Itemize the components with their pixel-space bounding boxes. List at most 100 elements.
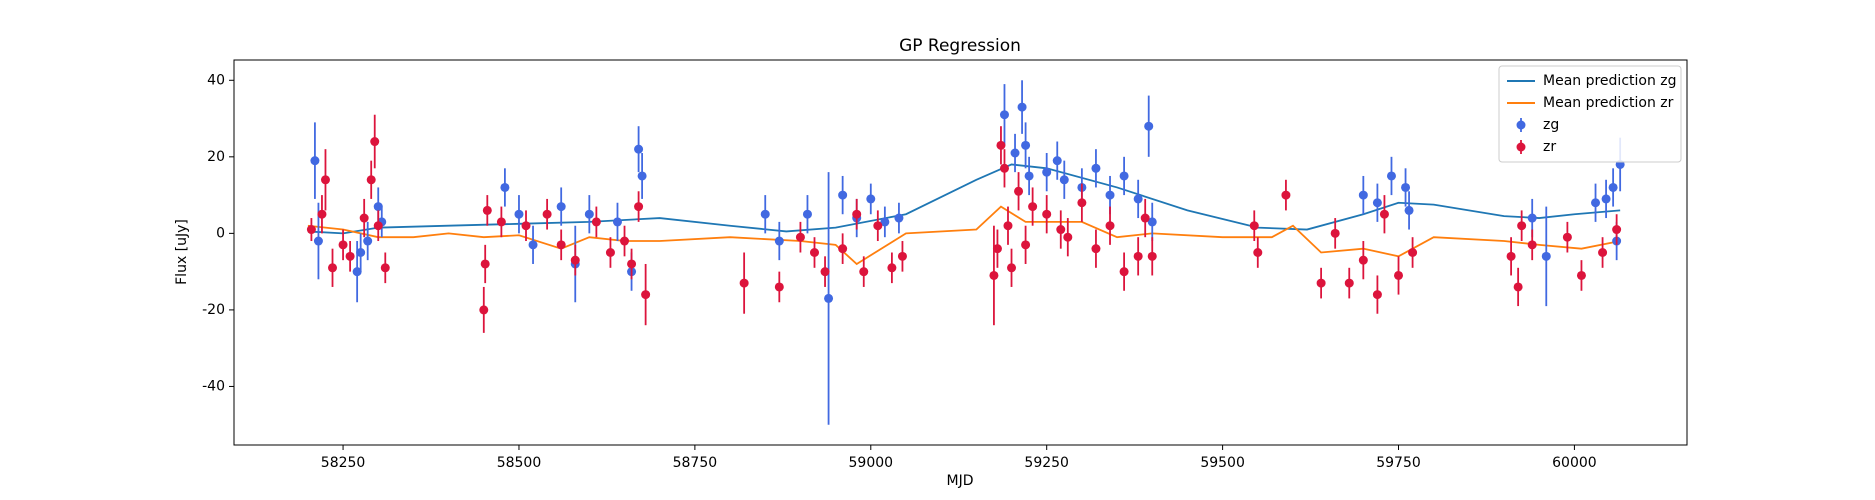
point — [1562, 232, 1572, 242]
point — [1591, 198, 1601, 208]
x-tick-label: 59750 — [1376, 455, 1421, 471]
x-tick-label: 58750 — [673, 455, 718, 471]
point — [370, 137, 380, 147]
point — [1404, 205, 1414, 215]
point — [992, 244, 1002, 254]
point — [373, 221, 383, 231]
point — [824, 293, 834, 303]
point — [1517, 221, 1527, 231]
point — [1091, 163, 1101, 173]
point — [866, 194, 876, 204]
point — [1608, 182, 1618, 192]
point — [634, 202, 644, 212]
point — [496, 217, 506, 227]
point — [1249, 221, 1259, 231]
point — [1119, 171, 1129, 181]
y-axis-label: Flux [uJy] — [174, 219, 190, 285]
point — [1316, 278, 1326, 288]
point — [1253, 248, 1263, 257]
point — [1527, 213, 1537, 223]
point — [1024, 171, 1034, 181]
point — [556, 240, 566, 250]
point — [320, 175, 330, 185]
y-tick-label: 0 — [216, 225, 225, 241]
point — [479, 305, 489, 315]
point — [838, 244, 848, 254]
point — [1028, 202, 1038, 212]
point — [894, 213, 904, 223]
point — [880, 217, 890, 227]
point — [809, 248, 819, 257]
point — [1105, 221, 1115, 231]
point — [1133, 251, 1143, 261]
point — [795, 232, 805, 242]
point — [380, 263, 390, 273]
point — [1408, 248, 1418, 257]
point — [739, 278, 749, 288]
point — [570, 255, 580, 265]
x-axis-label: MJD — [947, 473, 974, 489]
point — [999, 110, 1009, 120]
point — [1140, 213, 1150, 223]
legend-label: zg — [1543, 117, 1559, 133]
point — [1105, 190, 1115, 200]
point — [366, 175, 376, 185]
point — [873, 221, 883, 231]
legend-marker — [1516, 142, 1526, 152]
point — [317, 209, 327, 219]
point — [521, 221, 531, 231]
point — [1601, 194, 1611, 204]
point — [1059, 175, 1069, 185]
point — [338, 240, 348, 250]
legend-marker — [1516, 120, 1526, 130]
point — [620, 236, 630, 246]
point — [989, 270, 999, 280]
point — [774, 282, 784, 292]
point — [345, 251, 355, 261]
legend-label: Mean prediction zr — [1543, 95, 1674, 111]
point — [996, 140, 1006, 150]
point — [1003, 221, 1013, 231]
point — [480, 259, 490, 269]
point — [1506, 251, 1516, 261]
point — [1344, 278, 1354, 288]
point — [1042, 209, 1052, 219]
point — [1330, 228, 1340, 238]
legend-box — [1498, 65, 1682, 163]
point — [1394, 270, 1404, 280]
point — [1063, 232, 1073, 242]
point — [897, 251, 907, 261]
plot-frame — [233, 59, 1688, 446]
point — [1014, 186, 1024, 196]
y-tick-label: -20 — [202, 302, 225, 318]
point — [1056, 225, 1066, 235]
point — [306, 225, 316, 235]
point — [774, 236, 784, 246]
point — [859, 267, 869, 277]
point — [1147, 251, 1157, 261]
point — [1372, 198, 1382, 208]
point — [514, 209, 524, 219]
chart-title: GP Regression — [899, 36, 1021, 56]
legend-label: Mean prediction zg — [1543, 73, 1677, 89]
y-tick-label: 40 — [207, 72, 225, 88]
y-tick-label: 20 — [207, 149, 225, 165]
x-tick-label: 59000 — [849, 455, 894, 471]
point — [605, 248, 615, 257]
point — [612, 217, 622, 227]
point — [1021, 140, 1031, 150]
point — [1598, 248, 1608, 257]
point — [356, 248, 366, 257]
legend-label: zr — [1543, 139, 1556, 155]
point — [1007, 263, 1017, 273]
x-tick-label: 59500 — [1200, 455, 1245, 471]
point — [1133, 194, 1143, 204]
point — [1576, 270, 1586, 280]
x-tick-label: 58500 — [497, 455, 542, 471]
point — [556, 202, 566, 212]
x-tick-label: 58250 — [321, 455, 366, 471]
point — [542, 209, 552, 219]
point — [310, 156, 320, 166]
